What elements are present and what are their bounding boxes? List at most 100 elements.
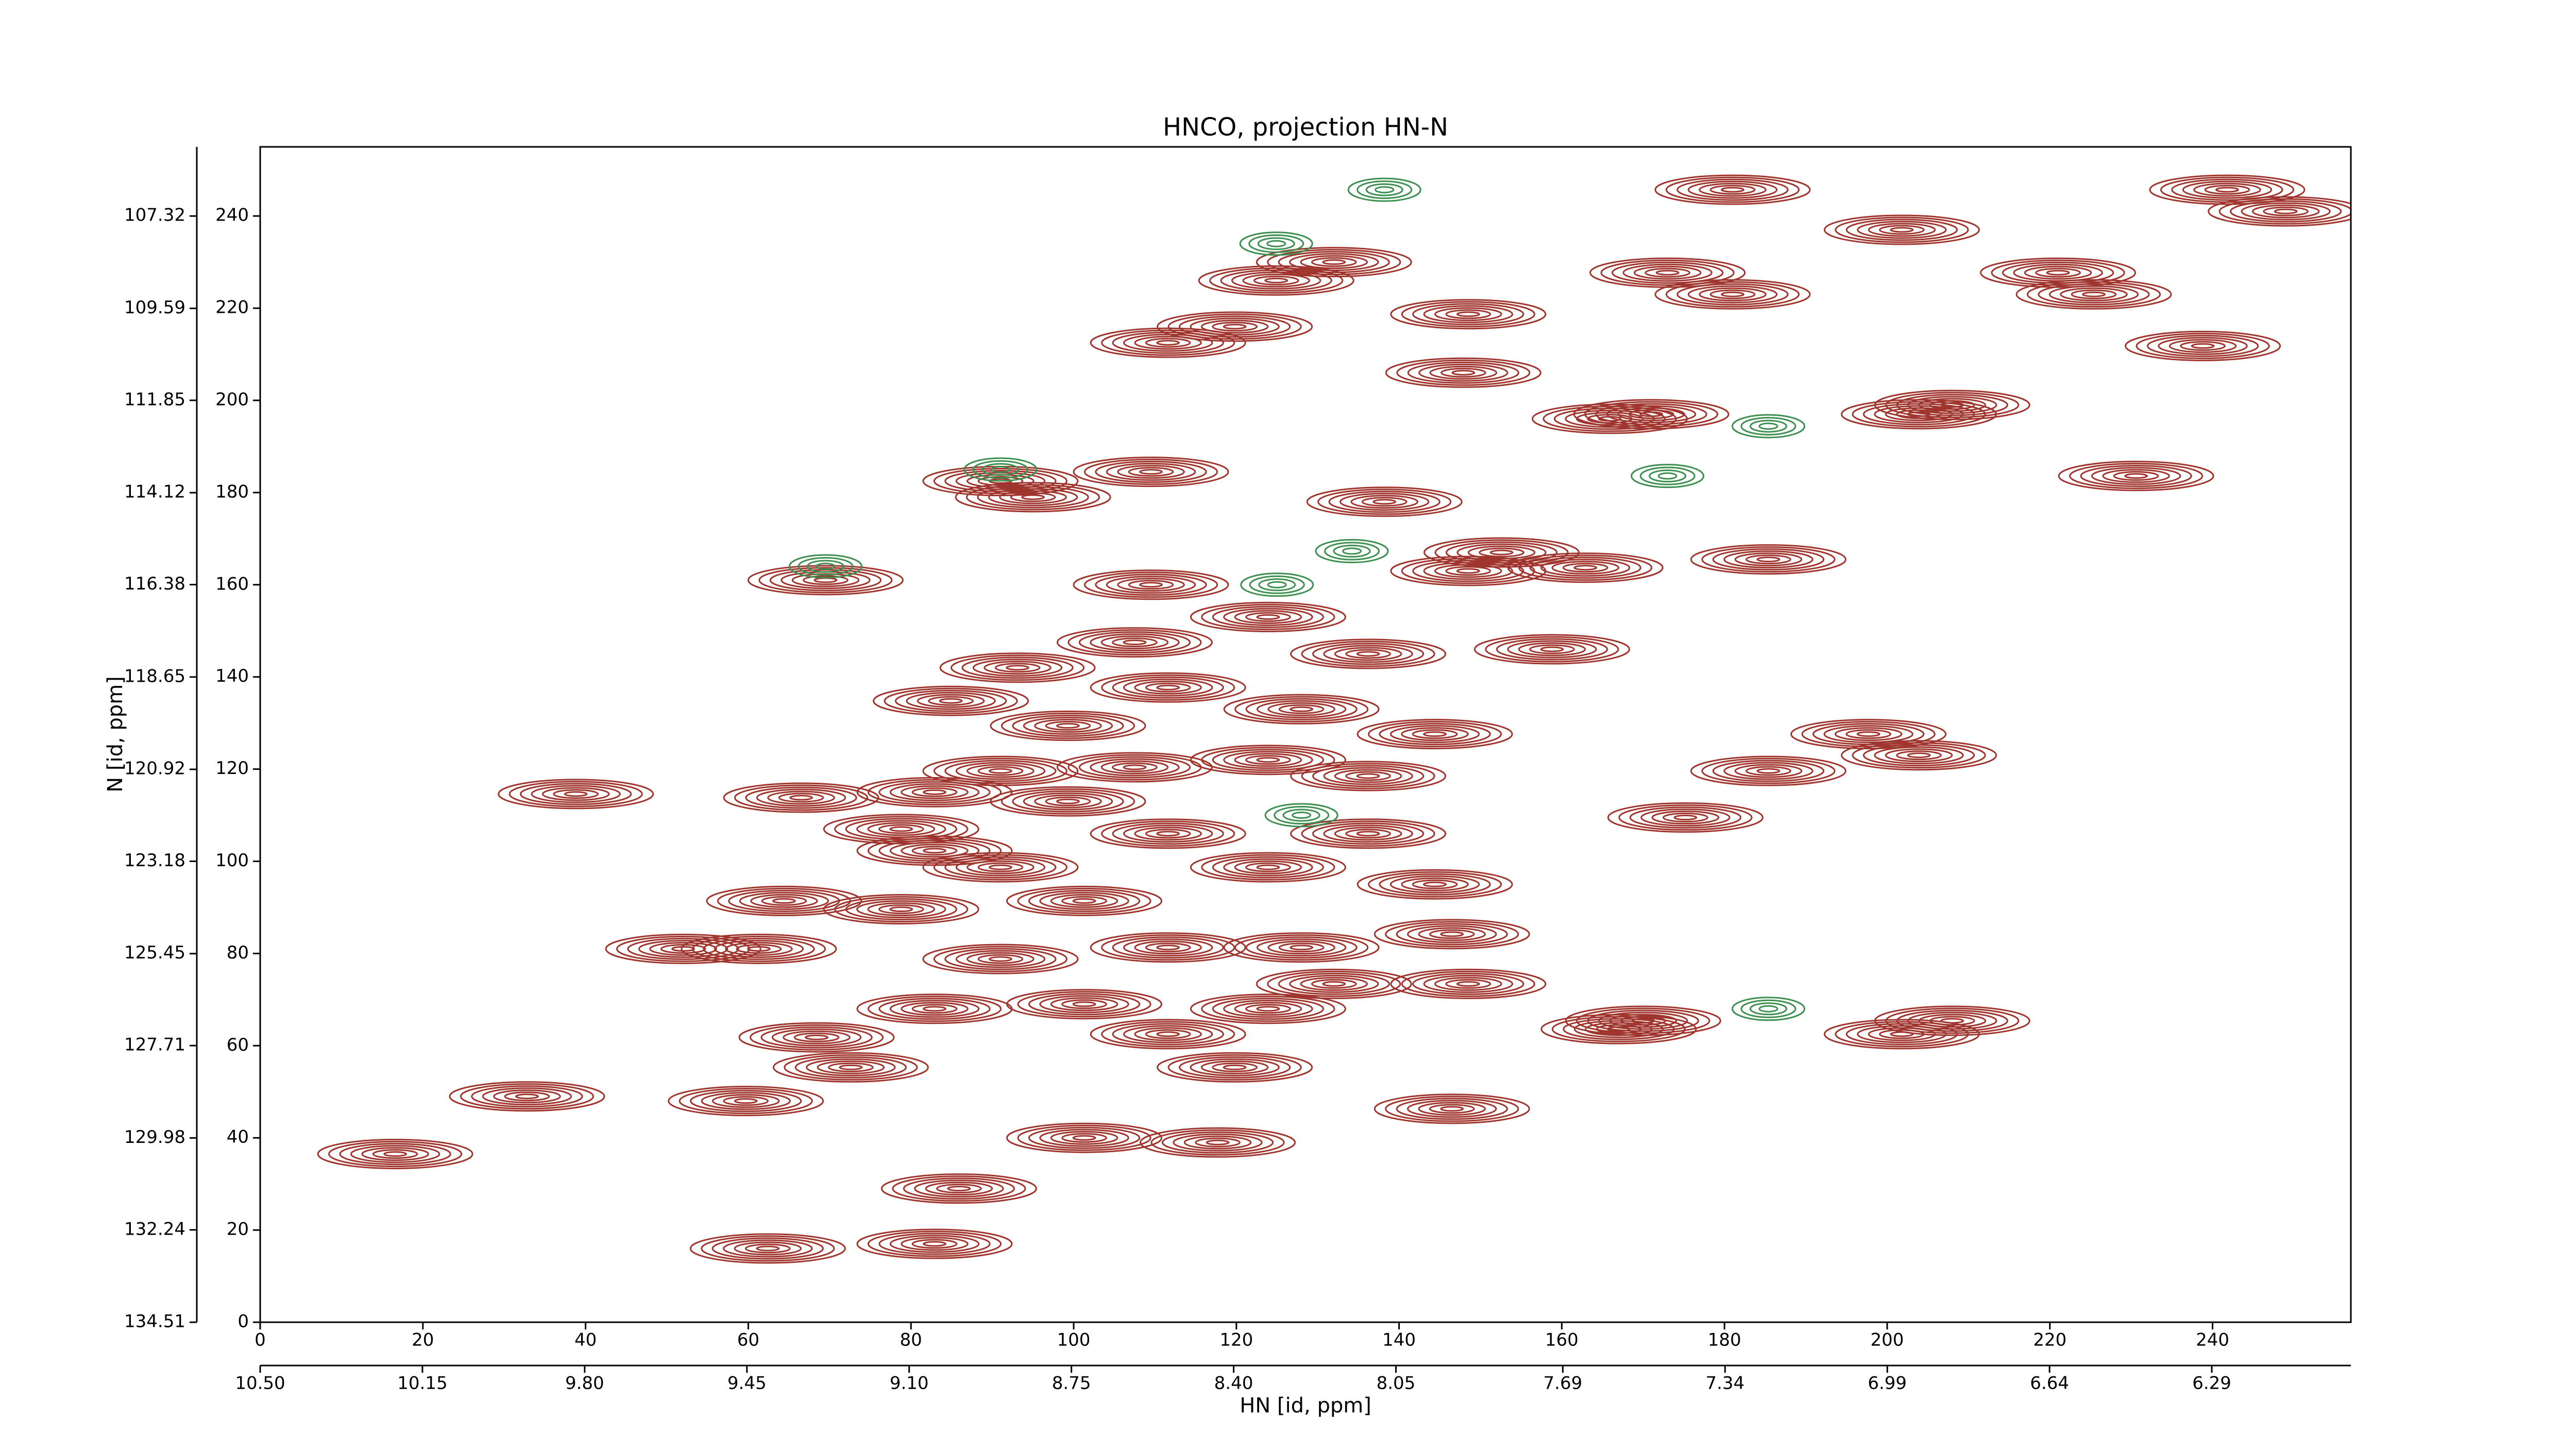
contour-ring — [933, 757, 1067, 784]
contour-ring — [1473, 634, 1630, 665]
contour-ring — [1907, 752, 1931, 759]
contour-ring — [1991, 259, 2125, 286]
contour-ring — [867, 1231, 1002, 1257]
contour-ring — [817, 1060, 885, 1074]
contour-ring — [1835, 1021, 1969, 1048]
contour-ring — [791, 573, 860, 587]
contour-ring — [1023, 717, 1113, 735]
contour-ring — [922, 943, 1079, 974]
peak — [1874, 390, 2030, 420]
contour-ring — [1212, 749, 1325, 771]
contour-ring — [1311, 257, 1357, 267]
contour-ring — [1249, 575, 1305, 594]
contour-ring — [911, 1004, 958, 1014]
contour-ring — [1612, 261, 1724, 284]
contour-ring — [1212, 322, 1258, 332]
contour-ring — [1440, 931, 1464, 937]
contour-ring — [1890, 227, 1914, 233]
contour-ring — [701, 1092, 791, 1110]
x2-tick-label: 10.15 — [397, 1373, 447, 1394]
contour-ring — [372, 1149, 418, 1159]
contour-ring — [884, 687, 1018, 714]
contour-ring — [1106, 463, 1196, 481]
contour-ring — [1896, 750, 1942, 761]
contour-ring — [1183, 1135, 1252, 1150]
contour-ring — [1823, 214, 1980, 245]
contour-ring — [1347, 177, 1421, 202]
peak — [1157, 1052, 1313, 1083]
contour-ring — [1028, 993, 1141, 1016]
contour-ring — [1156, 945, 1180, 951]
contour-ring — [2182, 180, 2273, 199]
y-tick-label: 40 — [227, 1127, 249, 1148]
contour-ring — [1663, 813, 1708, 823]
contour-ring — [1095, 461, 1207, 483]
contour-ring — [1061, 896, 1107, 906]
contour-ring — [1101, 329, 1235, 356]
contour-ring — [1256, 968, 1412, 999]
contour-ring — [1023, 792, 1113, 811]
contour-ring — [1731, 414, 1805, 439]
contour-ring — [1374, 1093, 1530, 1124]
contour-ring — [2136, 332, 2270, 359]
peak — [772, 1052, 929, 1083]
contour-ring — [1631, 464, 1705, 488]
contour-ring — [772, 898, 796, 904]
peak — [922, 755, 1079, 786]
contour-ring — [725, 941, 793, 956]
contour-ring — [723, 1239, 813, 1258]
contour-ring — [2058, 461, 2214, 492]
contour-ring — [1740, 417, 1797, 436]
contour-ring — [1389, 875, 1480, 894]
y2-tick-label: 114.12 — [124, 482, 185, 502]
contour-ring — [1061, 1133, 1107, 1143]
contour-ring — [531, 785, 621, 803]
contour-ring — [2002, 261, 2114, 284]
y2-tick-label: 127.71 — [124, 1035, 185, 1055]
contour-ring — [745, 786, 857, 809]
contour-ring — [1212, 856, 1325, 879]
contour-ring — [1289, 253, 1379, 272]
contour-ring — [1150, 1129, 1285, 1156]
contour-ring — [2263, 206, 2309, 216]
contour-ring — [493, 1089, 561, 1104]
contour-ring — [328, 1141, 463, 1168]
contour-ring — [482, 1087, 572, 1106]
peak — [1306, 486, 1463, 517]
contour-ring — [1584, 401, 1719, 428]
contour-ring — [1090, 818, 1246, 849]
peak — [1841, 740, 1997, 771]
contour-ring — [750, 894, 818, 908]
x2-tick-label: 8.05 — [1377, 1373, 1416, 1394]
contour-ring — [1050, 894, 1118, 908]
contour-ring — [1356, 773, 1380, 779]
contour-ring — [1835, 216, 1969, 243]
contour-ring — [1167, 1054, 1302, 1081]
contour-ring — [1240, 572, 1314, 597]
contour-ring — [1885, 748, 1953, 763]
contour-ring — [1690, 755, 1846, 786]
contour-ring — [967, 860, 1035, 874]
contour-ring — [1885, 1007, 2020, 1034]
y-tick-label: 220 — [215, 297, 249, 318]
contour-ring — [1423, 974, 1514, 993]
contour-ring — [1134, 680, 1202, 695]
y2-tick-label: 118.65 — [124, 666, 185, 686]
contour-ring — [758, 567, 893, 594]
contour-ring — [1017, 887, 1151, 914]
contour-ring — [1190, 1058, 1280, 1076]
contour-ring — [1489, 549, 1514, 555]
contour-ring — [1139, 1127, 1296, 1158]
contour-ring — [1256, 864, 1280, 870]
contour-ring — [756, 788, 846, 807]
contour-ring — [988, 488, 1078, 507]
peak — [1223, 932, 1380, 963]
contour-ring — [1145, 682, 1191, 693]
contour-ring — [1234, 753, 1302, 767]
contour-ring — [711, 1094, 780, 1108]
contour-ring — [1282, 808, 1320, 822]
contour-ring — [1112, 762, 1158, 772]
contour-ring — [923, 1006, 946, 1012]
contour-ring — [2038, 283, 2150, 306]
contour-ring — [1456, 981, 1480, 987]
